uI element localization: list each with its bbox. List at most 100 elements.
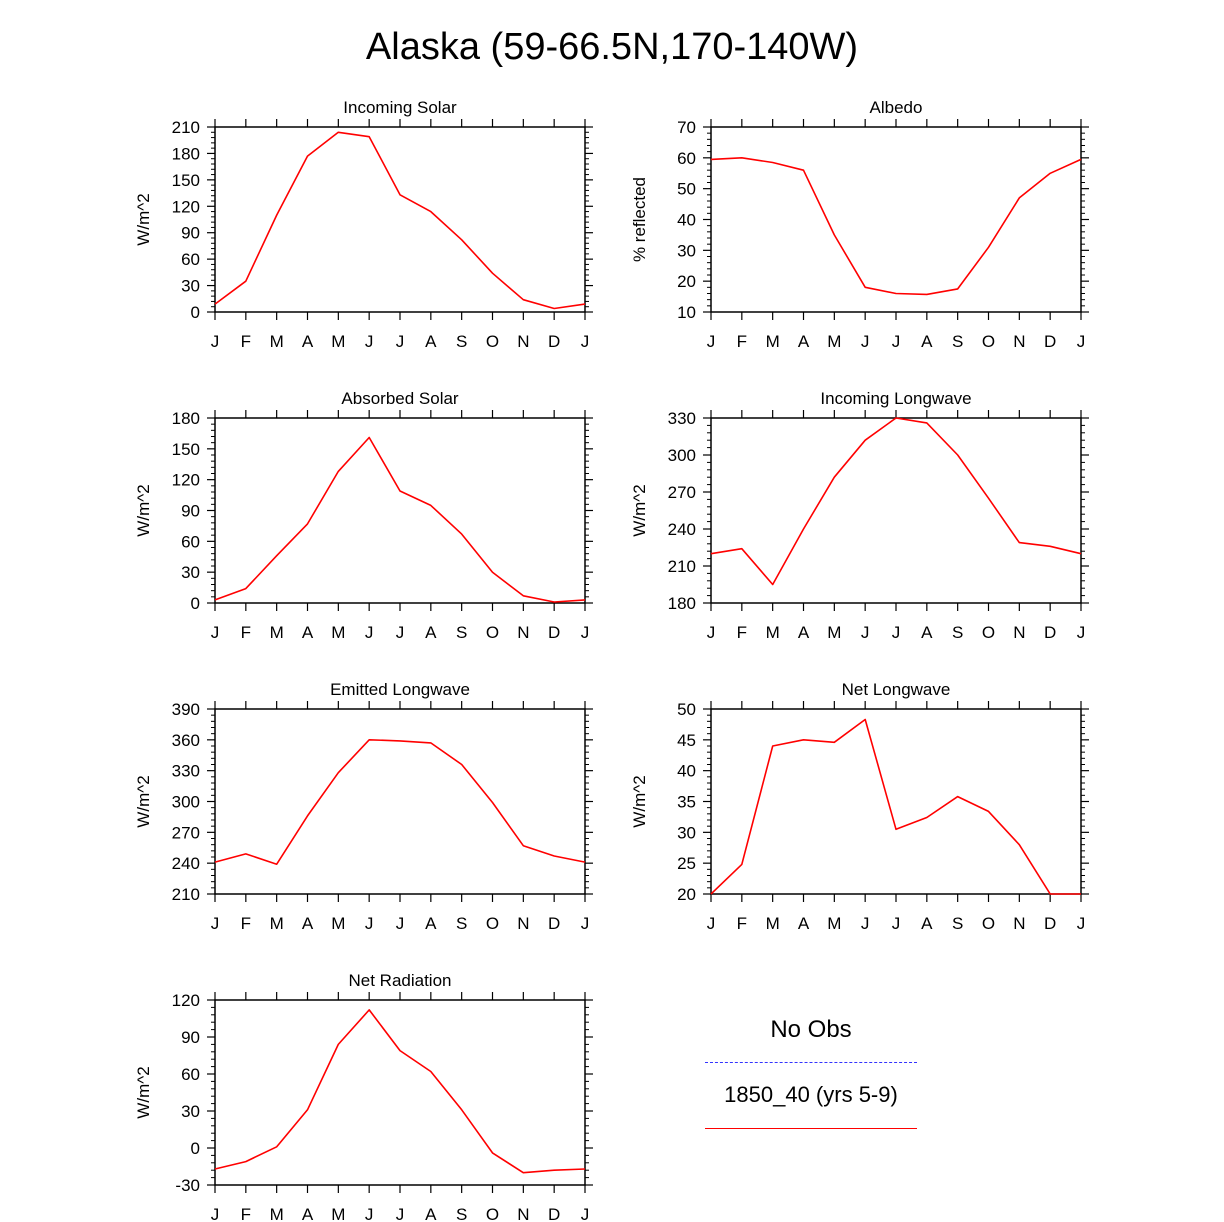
y-tick-label: 45 xyxy=(677,731,696,750)
x-tick-label: N xyxy=(1013,623,1025,642)
y-tick-label: 40 xyxy=(677,211,696,230)
y-tick-label: 50 xyxy=(677,180,696,199)
y-tick-label: 60 xyxy=(181,532,200,551)
x-tick-label: J xyxy=(365,332,374,351)
x-tick-label: M xyxy=(270,914,284,933)
x-tick-label: J xyxy=(707,623,716,642)
y-tick-label: 30 xyxy=(181,563,200,582)
y-tick-label: 330 xyxy=(172,762,200,781)
y-tick-label: 10 xyxy=(677,303,696,322)
y-tick-label: 300 xyxy=(668,446,696,465)
x-tick-label: J xyxy=(211,332,220,351)
x-tick-label: J xyxy=(892,914,901,933)
x-tick-label: A xyxy=(425,1205,437,1222)
page-title: Alaska (59-66.5N,170-140W) xyxy=(365,26,859,68)
y-tick-label: 180 xyxy=(668,594,696,613)
y-tick-label: 0 xyxy=(191,594,200,613)
legend-obs-line xyxy=(705,1062,917,1063)
x-tick-label: D xyxy=(548,1205,560,1222)
series-line xyxy=(710,718,1081,895)
y-axis-label: W/m^2 xyxy=(134,1066,153,1118)
plot-frame xyxy=(710,708,1082,895)
y-tick-label: 270 xyxy=(172,823,200,842)
y-axis-label: W/m^2 xyxy=(134,484,153,536)
x-tick-label: J xyxy=(707,914,716,933)
x-tick-label: J xyxy=(365,623,374,642)
x-tick-label: A xyxy=(921,332,933,351)
y-axis-label: W/m^2 xyxy=(134,193,153,245)
x-tick-label: O xyxy=(982,914,995,933)
y-tick-label: 20 xyxy=(677,885,696,904)
x-tick-label: J xyxy=(861,332,870,351)
y-tick-label: 270 xyxy=(668,483,696,502)
legend-title: No Obs xyxy=(770,1016,852,1043)
x-tick-label: D xyxy=(1044,914,1056,933)
y-tick-label: 390 xyxy=(172,700,200,719)
x-tick-label: J xyxy=(1077,914,1086,933)
y-tick-label: 20 xyxy=(677,272,696,291)
x-tick-label: J xyxy=(396,623,405,642)
x-tick-label: J xyxy=(211,623,220,642)
x-tick-label: S xyxy=(456,1205,467,1222)
x-tick-label: O xyxy=(486,914,499,933)
y-tick-label: 300 xyxy=(172,793,200,812)
x-tick-label: S xyxy=(456,332,467,351)
chart-title: Net Longwave xyxy=(842,680,951,699)
y-tick-label: 90 xyxy=(181,224,200,243)
series-line xyxy=(214,1009,586,1174)
x-tick-label: O xyxy=(982,332,995,351)
x-tick-label: D xyxy=(548,623,560,642)
x-tick-label: J xyxy=(707,332,716,351)
plot-frame xyxy=(710,417,1082,604)
legend-model-line xyxy=(705,1128,917,1129)
x-tick-label: D xyxy=(548,914,560,933)
y-tick-label: 180 xyxy=(172,144,200,163)
x-tick-label: J xyxy=(892,332,901,351)
x-tick-label: D xyxy=(1044,623,1056,642)
y-tick-label: 120 xyxy=(172,471,200,490)
x-tick-label: D xyxy=(1044,332,1056,351)
x-tick-label: J xyxy=(365,914,374,933)
x-tick-label: M xyxy=(766,623,780,642)
y-tick-label: 60 xyxy=(181,1065,200,1084)
y-tick-label: 0 xyxy=(191,303,200,322)
x-tick-label: J xyxy=(1077,623,1086,642)
x-tick-label: N xyxy=(1013,914,1025,933)
x-tick-label: A xyxy=(425,914,437,933)
x-tick-label: M xyxy=(331,1205,345,1222)
x-tick-label: N xyxy=(517,914,529,933)
y-axis-label: W/m^2 xyxy=(630,775,649,827)
x-tick-label: A xyxy=(302,623,314,642)
x-tick-label: M xyxy=(827,623,841,642)
y-tick-label: 210 xyxy=(172,118,200,137)
y-tick-label: 360 xyxy=(172,731,200,750)
x-tick-label: N xyxy=(517,332,529,351)
y-tick-label: 180 xyxy=(172,409,200,428)
x-tick-label: A xyxy=(302,332,314,351)
x-tick-label: J xyxy=(581,332,590,351)
x-tick-label: F xyxy=(241,623,251,642)
x-tick-label: F xyxy=(737,332,747,351)
x-tick-label: O xyxy=(982,623,995,642)
y-tick-label: 30 xyxy=(181,1102,200,1121)
x-tick-label: N xyxy=(517,1205,529,1222)
x-tick-label: M xyxy=(827,914,841,933)
x-tick-label: J xyxy=(396,1205,405,1222)
chart-title: Absorbed Solar xyxy=(341,389,459,408)
y-tick-label: 40 xyxy=(677,762,696,781)
x-tick-label: M xyxy=(331,332,345,351)
x-tick-label: A xyxy=(302,1205,314,1222)
x-tick-label: S xyxy=(952,332,963,351)
x-tick-label: M xyxy=(270,623,284,642)
y-tick-label: 60 xyxy=(677,149,696,168)
x-tick-label: J xyxy=(396,332,405,351)
x-tick-label: J xyxy=(892,623,901,642)
x-tick-label: J xyxy=(581,1205,590,1222)
x-tick-label: J xyxy=(211,1205,220,1222)
y-tick-label: -30 xyxy=(175,1176,200,1195)
chart-title: Net Radiation xyxy=(348,971,451,990)
y-tick-label: 120 xyxy=(172,197,200,216)
